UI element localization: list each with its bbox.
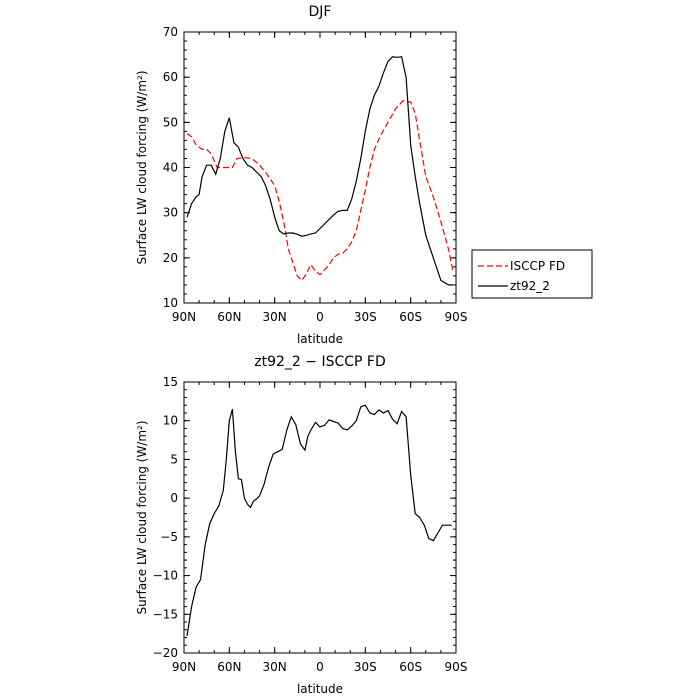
x-tick-label: 90N — [172, 310, 196, 324]
chart-title: zt92_2 − ISCCP FD — [254, 354, 385, 370]
y-tick-label: 15 — [163, 375, 178, 389]
y-tick-label: 30 — [163, 206, 178, 220]
y-tick-label: 70 — [163, 25, 178, 39]
plot-frame — [183, 381, 457, 654]
x-tick-label: 30N — [263, 660, 287, 674]
difference-line — [186, 404, 452, 637]
x-tick-label: 30N — [263, 310, 287, 324]
y-tick-label: 60 — [163, 70, 178, 84]
y-tick-label: 20 — [163, 251, 178, 265]
x-tick-label: 30S — [354, 660, 377, 674]
legend-label: ISCCP FD — [510, 259, 565, 273]
x-tick-label: 30S — [354, 310, 377, 324]
panel-bottom: zt92_2 − ISCCP FD 90N 60N 30N 0 30S 60S 90S −20 −… — [135, 354, 467, 696]
y-tick-label: 10 — [163, 296, 178, 310]
y-tick-label: −20 — [153, 646, 178, 660]
legend-label: zt92_2 — [510, 279, 550, 293]
y-tick-label: −10 — [153, 569, 178, 583]
y-tick-label: 10 — [163, 414, 178, 428]
x-tick-label: 90N — [172, 660, 196, 674]
series-line-zt92-2 — [186, 56, 453, 286]
plot-frame — [183, 31, 457, 304]
y-axis-label: Surface LW cloud forcing (W/m²) — [135, 420, 149, 614]
y-tick-label: 50 — [163, 115, 178, 129]
x-tick-label: 60S — [399, 660, 422, 674]
x-tick-label: 0 — [316, 660, 324, 674]
y-tick-label: 5 — [170, 452, 178, 466]
x-axis-label: latitude — [297, 682, 343, 696]
x-axis-label: latitude — [297, 332, 343, 346]
x-tick-label: 90S — [445, 310, 468, 324]
y-axis-label: Surface LW cloud forcing (W/m²) — [135, 70, 149, 264]
y-tick-label: 40 — [163, 161, 178, 175]
legend: ISCCP FD zt92_2 — [471, 249, 593, 299]
legend-box — [471, 249, 593, 299]
x-tick-label: 90S — [445, 660, 468, 674]
x-tick-label: 60S — [399, 310, 422, 324]
panel-top: DJF 90N 60N 30N 0 30S 60S 90S 10 20 30 40 50 60 70 lati… — [135, 4, 593, 346]
y-tick-label: −5 — [160, 530, 178, 544]
x-tick-label: 60N — [217, 660, 241, 674]
x-tick-label: 0 — [316, 310, 324, 324]
x-tick-label: 60N — [217, 310, 241, 324]
y-tick-label: −15 — [153, 607, 178, 621]
y-tick-label: 0 — [170, 491, 178, 505]
series-line-isccp-fd — [186, 100, 454, 282]
chart-title: DJF — [309, 4, 332, 20]
